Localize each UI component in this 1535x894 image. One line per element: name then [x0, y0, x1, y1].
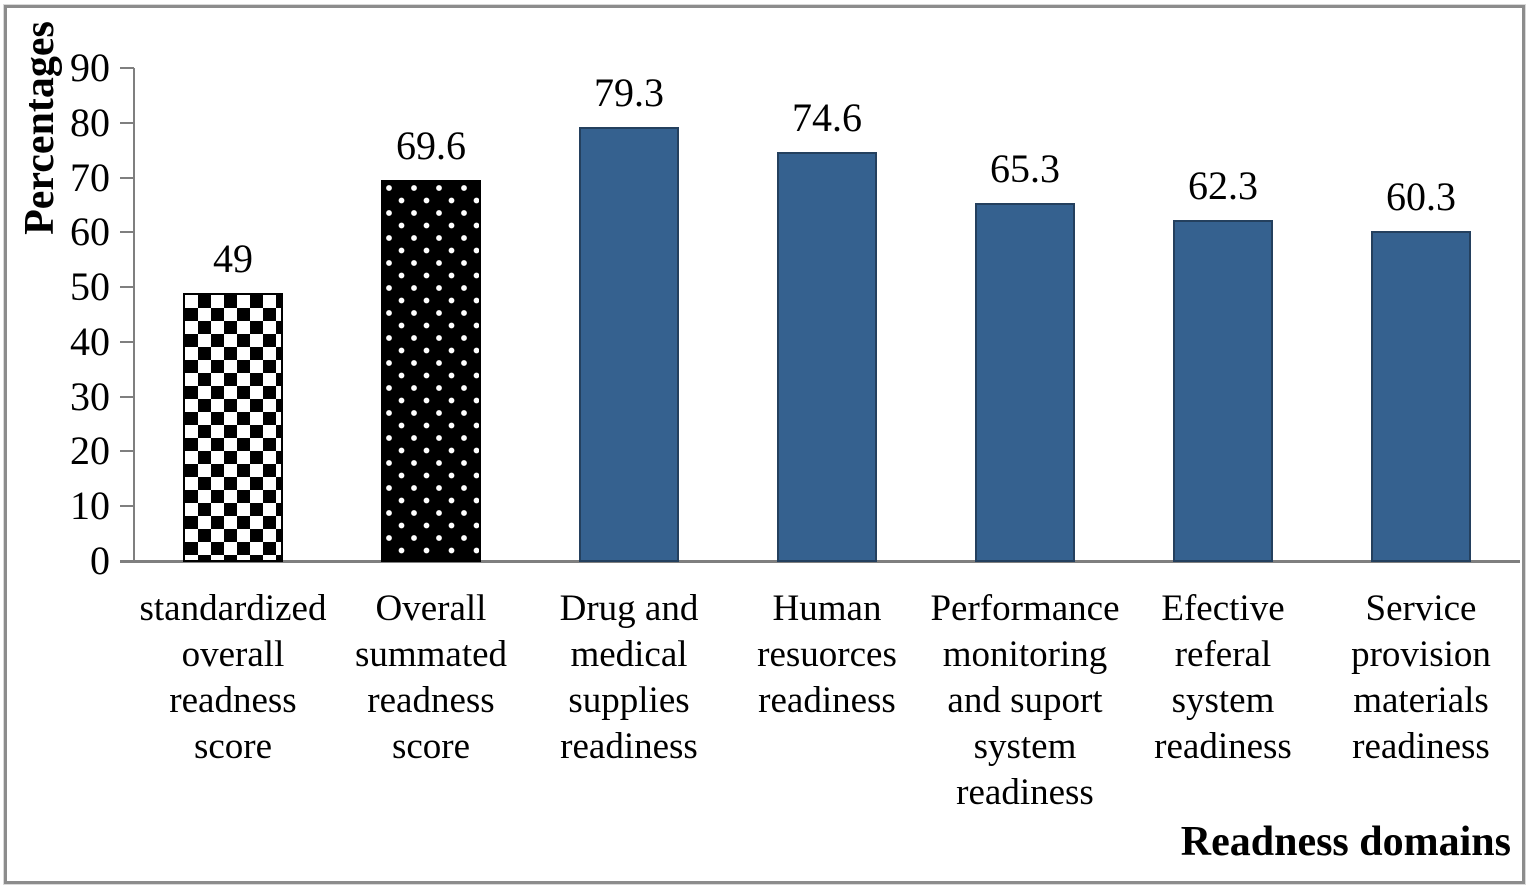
category-label-overall-summated-readness-score: Overall summated readness score — [354, 588, 508, 767]
category-label-drug-and-medical-supplies-readiness: Drug and medical supplies readiness — [559, 588, 699, 767]
y-tick-mark-30 — [120, 395, 134, 398]
bar-drug-and-medical-supplies-readiness — [579, 127, 679, 562]
y-tick-label-0: 0 — [90, 538, 110, 583]
y-tick-label-30: 30 — [70, 373, 110, 419]
y-tick-mark-70 — [120, 176, 134, 179]
bar-value-label-drug-and-medical-supplies-readiness: 79.3 — [594, 70, 664, 115]
y-tick-mark-10 — [120, 505, 134, 508]
category-label-standardized-overall-readness-score: standardized overall readness score — [139, 588, 327, 767]
bar-value-label-standardized-overall-readness-score: 49 — [213, 236, 253, 281]
category-label-performance-monitoring-and-suport-system-readiness: Performance monitoring and suport system… — [930, 588, 1120, 813]
bar-efective-referal-system-readiness — [1173, 220, 1273, 562]
bar-value-label-human-resuorces-readiness: 74.6 — [792, 95, 862, 140]
y-tick-label-10: 10 — [70, 483, 110, 529]
y-tick-label-80: 80 — [70, 99, 110, 145]
bar-value-label-efective-referal-system-readiness: 62.3 — [1188, 163, 1258, 208]
y-tick-mark-0 — [120, 560, 134, 562]
bar-value-label-overall-summated-readness-score: 69.6 — [396, 123, 466, 168]
y-tick-mark-80 — [120, 121, 134, 124]
bar-standardized-overall-readness-score — [183, 293, 283, 562]
y-tick-mark-50 — [120, 286, 134, 289]
bar-human-resuorces-readiness — [777, 152, 877, 562]
bar-service-provision-materials-readiness — [1371, 231, 1471, 562]
y-tick-label-70: 70 — [70, 154, 110, 200]
y-tick-mark-60 — [120, 231, 134, 234]
y-tick-mark-90 — [120, 66, 134, 69]
category-label-efective-referal-system-readiness: Efective referal system readiness — [1154, 588, 1292, 767]
y-axis-line — [133, 68, 135, 563]
y-tick-label-90: 90 — [70, 44, 110, 90]
category-label-human-resuorces-readiness: Human resuorces readiness — [757, 588, 897, 721]
y-tick-label-20: 20 — [70, 428, 110, 474]
y-tick-label-40: 40 — [70, 318, 110, 364]
category-label-service-provision-materials-readiness: Service provision materials readiness — [1351, 588, 1491, 767]
y-tick-mark-20 — [120, 450, 134, 453]
x-axis-title: Readness domains — [1180, 819, 1511, 865]
y-tick-label-50: 50 — [70, 264, 110, 310]
bar-performance-monitoring-and-suport-system-readiness — [975, 203, 1075, 562]
bar-value-label-service-provision-materials-readiness: 60.3 — [1386, 174, 1456, 219]
y-tick-mark-40 — [120, 340, 134, 343]
bar-overall-summated-readness-score — [381, 180, 481, 562]
bar-value-label-performance-monitoring-and-suport-system-readiness: 65.3 — [990, 146, 1060, 191]
y-tick-label-60: 60 — [70, 209, 110, 255]
